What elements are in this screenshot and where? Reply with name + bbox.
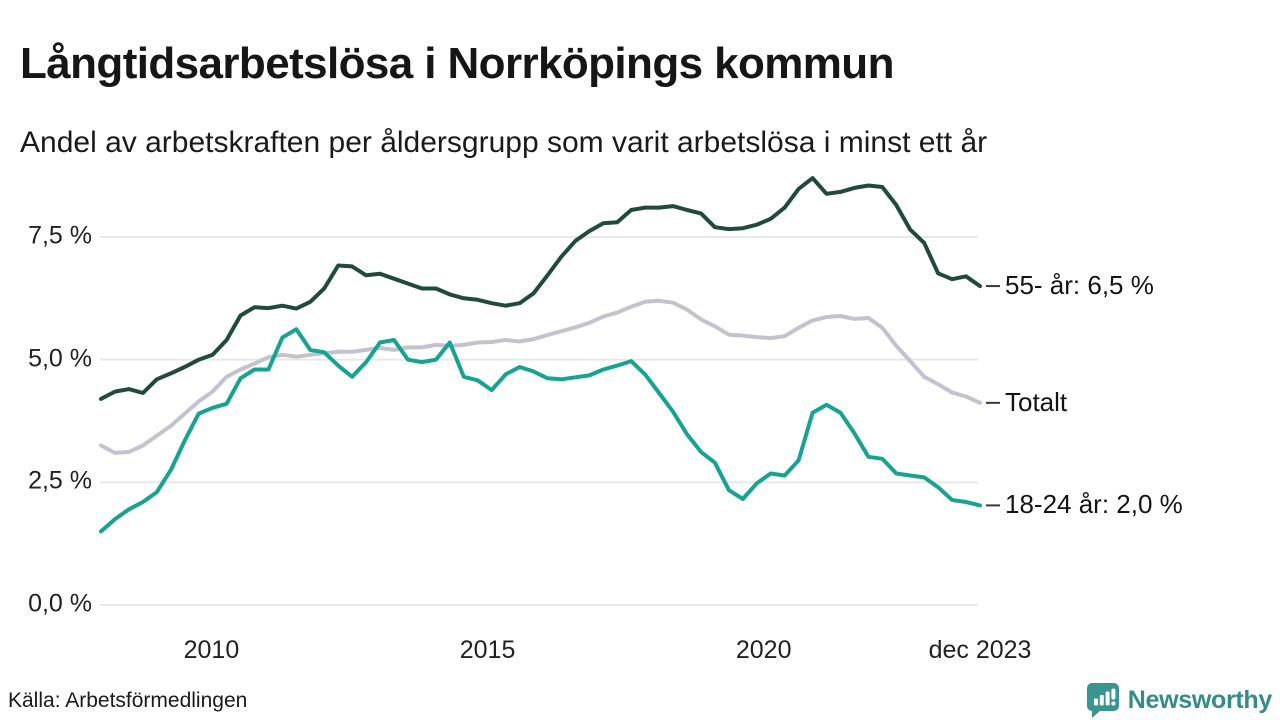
series-annotation: Totalt xyxy=(1005,386,1068,417)
series-line-55-r xyxy=(99,176,982,401)
series-annotation: 18-24 år: 2,0 % xyxy=(1005,489,1183,520)
x-axis-label: dec 2023 xyxy=(928,636,1032,664)
x-axis-label: 2015 xyxy=(459,636,516,664)
series-annotation: 55- år: 6,5 % xyxy=(1005,269,1154,300)
chart-subtitle: Andel av arbetskraften per åldersgrupp s… xyxy=(20,126,988,159)
series-line-18-24-r xyxy=(99,327,982,534)
y-axis-label: 5,0 % xyxy=(28,343,92,372)
newsworthy-logo: Newsworthy xyxy=(1086,682,1272,718)
x-axis-label: 2020 xyxy=(735,636,792,664)
y-axis-label: 0,0 % xyxy=(28,589,92,618)
source-note: Källa: Arbetsförmedlingen xyxy=(8,689,248,712)
y-axis-label: 2,5 % xyxy=(28,466,92,495)
y-axis-label: 7,5 % xyxy=(28,221,92,250)
chart-title: Långtidsarbetslösa i Norrköpings kommun xyxy=(20,39,894,89)
newsworthy-bubble-chart-icon xyxy=(1086,683,1119,718)
newsworthy-wordmark: Newsworthy xyxy=(1127,685,1273,714)
x-axis-label: 2010 xyxy=(183,636,240,664)
series-line-totalt xyxy=(99,298,982,455)
